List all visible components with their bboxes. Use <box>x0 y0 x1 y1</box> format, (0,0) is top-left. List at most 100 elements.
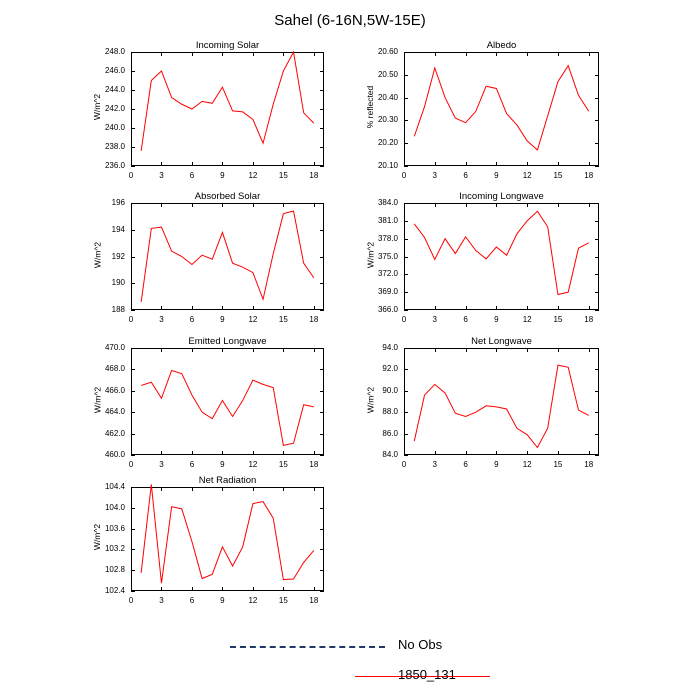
x-tick-label: 0 <box>128 171 134 180</box>
y-tick-mark <box>595 97 599 99</box>
x-tick-label: 15 <box>278 596 288 605</box>
y-tick-mark <box>131 507 135 509</box>
series-line <box>140 484 315 584</box>
y-tick-mark <box>320 166 324 167</box>
x-tick-mark <box>527 348 529 352</box>
y-tick-mark <box>131 570 135 572</box>
x-tick-label: 18 <box>309 171 319 180</box>
chart-panel: Net Radiation W/m^2 102.4 102.8 103.2 103.6 10… <box>92 475 324 605</box>
x-tick-mark <box>557 306 559 310</box>
x-tick-mark <box>222 487 224 491</box>
y-tick-label: 460.0 <box>104 450 125 459</box>
series-layer <box>140 484 315 584</box>
y-tick-label: 20.60 <box>377 47 398 56</box>
y-tick-mark <box>131 487 135 488</box>
y-tick-mark <box>131 310 135 311</box>
series-layer <box>140 50 315 151</box>
x-tick-mark <box>434 52 436 56</box>
y-tick-mark <box>595 143 599 145</box>
x-tick-mark <box>191 203 193 207</box>
panel-title: Emitted Longwave <box>188 336 267 347</box>
y-tick-label: 468.0 <box>104 364 125 374</box>
x-tick-mark <box>588 162 590 166</box>
y-tick-label: 103.6 <box>104 523 125 533</box>
y-tick-label: 375.0 <box>377 251 398 261</box>
chart-panel: Incoming Longwave W/m^2 366.0 369.0 372.0 375… <box>365 191 599 324</box>
x-tick-mark <box>252 487 254 491</box>
x-tick-label: 9 <box>220 315 225 324</box>
x-tick-mark <box>434 348 436 352</box>
plot-area <box>404 52 599 166</box>
y-tick-mark <box>595 120 599 122</box>
y-tick-mark <box>320 507 324 509</box>
x-tick-mark <box>313 306 315 310</box>
x-tick-mark <box>404 348 405 352</box>
y-tick-mark <box>595 256 599 258</box>
panel-title: Albedo <box>486 40 517 51</box>
x-tick-label: 9 <box>220 596 225 605</box>
x-tick-label: 9 <box>494 171 499 180</box>
y-tick-mark <box>320 90 324 91</box>
series-layer <box>413 364 589 449</box>
y-tick-label: 90.0 <box>382 385 398 395</box>
chart-panel: Net Longwave W/m^2 84.0 86.0 88.0 90.0 92.0 94.… <box>365 336 599 469</box>
x-tick-mark <box>191 451 193 455</box>
y-tick-mark <box>595 369 599 371</box>
x-tick-label: 6 <box>463 171 468 180</box>
y-tick-mark <box>320 528 324 530</box>
x-tick-mark <box>527 203 529 207</box>
x-tick-label: 12 <box>522 171 532 180</box>
x-tick-mark <box>557 203 559 207</box>
x-tick-mark <box>252 162 254 166</box>
y-tick-mark <box>595 166 599 167</box>
x-tick-mark <box>496 162 498 166</box>
x-tick-mark <box>588 451 590 455</box>
x-tick-label: 3 <box>159 460 164 469</box>
y-tick-mark <box>320 390 324 392</box>
x-tick-mark <box>283 52 285 56</box>
y-tick-mark <box>320 591 324 592</box>
y-tick-mark <box>320 147 324 148</box>
x-tick-mark <box>434 203 436 207</box>
y-tick-mark <box>131 109 135 110</box>
y-tick-mark <box>320 570 324 572</box>
x-tick-mark <box>222 162 224 166</box>
x-tick-mark <box>283 306 285 310</box>
y-tick-mark <box>404 310 408 311</box>
x-tick-mark <box>465 451 467 455</box>
x-tick-mark <box>588 306 590 310</box>
x-tick-mark <box>131 487 132 491</box>
x-tick-label: 3 <box>159 596 164 605</box>
x-tick-mark <box>496 306 498 310</box>
series-layer <box>413 210 589 296</box>
y-tick-label: 86.0 <box>382 428 398 438</box>
y-tick-mark <box>131 528 135 530</box>
y-tick-mark <box>131 549 135 551</box>
y-tick-mark <box>404 120 408 122</box>
x-tick-mark <box>131 587 132 591</box>
y-tick-label: 470.0 <box>104 343 125 352</box>
x-tick-mark <box>161 162 163 166</box>
x-tick-mark <box>131 203 132 207</box>
y-tick-mark <box>320 283 324 285</box>
y-tick-mark <box>595 412 599 414</box>
x-tick-mark <box>131 306 132 310</box>
x-tick-mark <box>283 587 285 591</box>
series-line <box>140 50 315 151</box>
x-tick-label: 18 <box>309 460 319 469</box>
x-tick-label: 18 <box>584 315 594 324</box>
y-tick-mark <box>404 143 408 145</box>
x-tick-mark <box>161 306 163 310</box>
x-tick-mark <box>252 587 254 591</box>
x-tick-mark <box>404 306 405 310</box>
y-tick-label: 372.0 <box>377 269 398 279</box>
y-tick-label: 84.0 <box>382 450 398 459</box>
y-tick-mark <box>595 433 599 435</box>
y-tick-mark <box>131 229 135 231</box>
x-tick-mark <box>557 451 559 455</box>
x-tick-label: 6 <box>463 315 468 324</box>
x-tick-mark <box>557 52 559 56</box>
x-tick-label: 18 <box>309 315 319 324</box>
series-layer <box>141 369 314 446</box>
y-tick-mark <box>404 390 408 392</box>
